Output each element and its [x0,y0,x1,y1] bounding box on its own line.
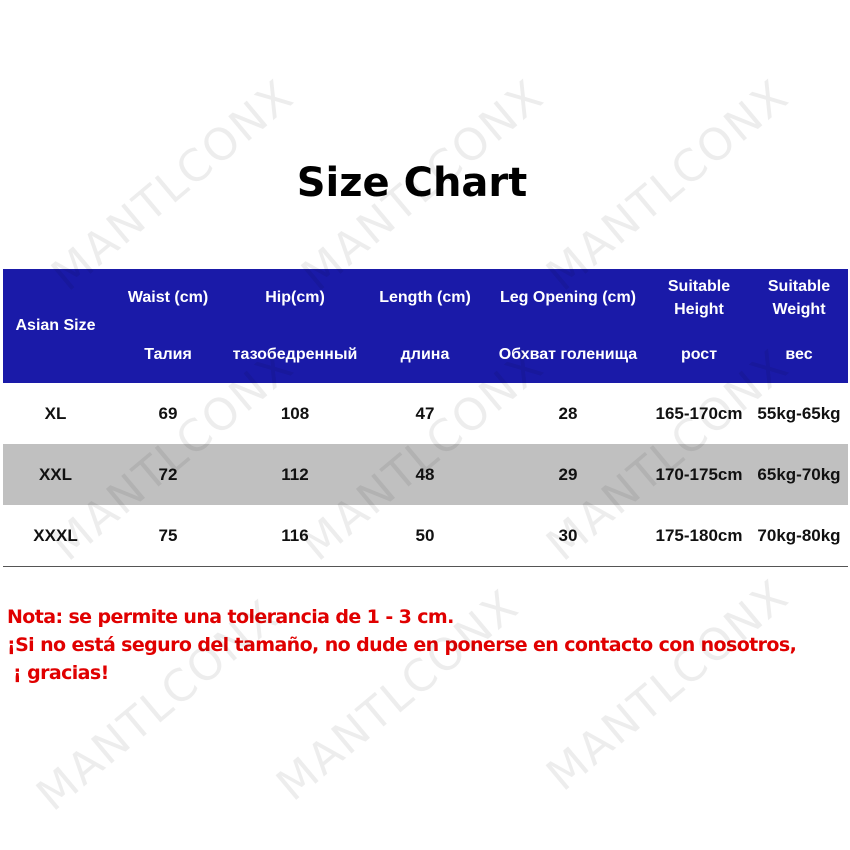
cell-weight: 65kg-70kg [757,464,841,484]
header-row-russian: Талия тазобедренный длина Обхват голенищ… [3,327,848,383]
cell-size: XXXL [3,505,108,567]
cell-height: 175-180cm [648,505,750,567]
table-row: XXL 72 112 48 29 170-175cm 65kg-70kg [3,444,848,505]
header-height: Suitable Height [667,278,731,318]
note-tolerance: Nota: se permite una tolerancia de 1 - 3… [7,606,454,628]
cell-length: 50 [362,505,488,567]
header-leg-opening: Leg Opening (cm) [500,289,636,306]
cell-waist: 72 [158,464,178,484]
header-leg-opening-ru: Обхват голенища [498,346,638,363]
cell-length: 48 [415,464,435,484]
table-row: XXXL 75 116 50 30 175-180cm 70kg-80kg [3,505,848,567]
cell-waist: 75 [108,505,228,567]
cell-height: 170-175cm [655,464,743,484]
cell-hip: 116 [228,505,362,567]
header-hip-ru: тазобедренный [232,346,358,363]
note-thanks: ¡ gracias! [7,662,109,684]
cell-leg-opening: 28 [558,403,578,423]
cell-weight: 55kg-65kg [757,403,841,423]
cell-leg-opening: 30 [488,505,648,567]
table-row: XL 69 108 47 28 165-170cm 55kg-65kg [3,383,848,444]
header-waist-ru: Талия [144,346,192,363]
cell-length: 47 [415,403,435,423]
header-asian-size: Asian Size [15,317,96,334]
cell-height: 165-170cm [655,403,743,423]
header-row-english: Asian Size Waist (cm) Hip(cm) Length (cm… [3,269,848,334]
cell-size: XXL [38,464,73,484]
header-weight-ru: вес [785,346,813,363]
notes: Nota: se permite una tolerancia de 1 - 3… [7,603,797,687]
cell-hip: 112 [281,464,309,484]
header-hip: Hip(cm) [265,289,325,306]
cell-hip: 108 [280,403,310,423]
header-length-ru: длина [400,346,450,363]
cell-weight: 70kg-80kg [750,505,848,567]
header-weight: Suitable Weight [767,278,831,318]
header-height-ru: рост [680,346,718,363]
cell-leg-opening: 29 [558,464,578,484]
header-waist: Waist (cm) [127,289,209,306]
cell-waist: 69 [158,403,178,423]
header-length: Length (cm) [379,289,471,306]
note-contact: ¡Si no está seguro del tamaño, no dude e… [7,634,797,656]
size-table: Asian Size Waist (cm) Hip(cm) Length (cm… [3,269,848,567]
cell-size: XL [44,403,67,423]
page-title: Size Chart [296,160,528,206]
